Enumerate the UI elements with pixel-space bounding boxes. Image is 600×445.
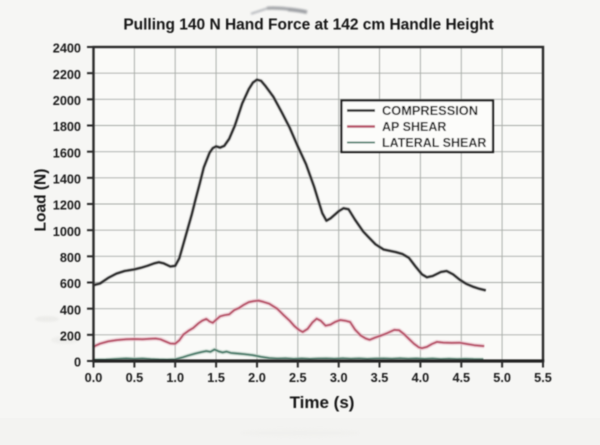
svg-text:1.5: 1.5 — [207, 371, 225, 385]
svg-text:AP SHEAR: AP SHEAR — [382, 120, 446, 134]
svg-text:1400: 1400 — [53, 172, 81, 186]
svg-text:1200: 1200 — [53, 199, 81, 213]
svg-text:5.5: 5.5 — [534, 371, 552, 385]
svg-text:4.0: 4.0 — [412, 371, 430, 385]
svg-text:Time (s): Time (s) — [290, 393, 355, 412]
svg-text:2.5: 2.5 — [289, 371, 307, 385]
svg-text:4.5: 4.5 — [452, 371, 470, 385]
svg-text:1800: 1800 — [53, 120, 81, 134]
svg-text:600: 600 — [60, 277, 81, 291]
svg-text:0.0: 0.0 — [85, 371, 103, 385]
svg-text:2400: 2400 — [53, 42, 81, 56]
svg-text:200: 200 — [60, 329, 81, 343]
svg-text:3.5: 3.5 — [371, 371, 389, 385]
svg-text:0.5: 0.5 — [126, 371, 144, 385]
svg-text:2200: 2200 — [53, 68, 81, 82]
svg-text:Load (N): Load (N) — [33, 169, 50, 232]
svg-text:Pulling 140 N Hand Force at 14: Pulling 140 N Hand Force at 142 cm Handl… — [123, 17, 493, 34]
svg-text:2.0: 2.0 — [248, 371, 266, 385]
svg-text:1600: 1600 — [53, 146, 81, 160]
svg-text:5.0: 5.0 — [493, 371, 511, 385]
svg-text:LATERAL SHEAR: LATERAL SHEAR — [382, 136, 486, 150]
svg-text:3.0: 3.0 — [330, 371, 348, 385]
svg-text:1.0: 1.0 — [166, 371, 184, 385]
svg-text:400: 400 — [60, 303, 81, 317]
svg-text:800: 800 — [60, 251, 81, 265]
svg-text:2000: 2000 — [53, 94, 81, 108]
svg-text:COMPRESSION: COMPRESSION — [382, 103, 478, 118]
svg-text:1000: 1000 — [53, 225, 81, 239]
svg-text:0: 0 — [74, 356, 81, 370]
